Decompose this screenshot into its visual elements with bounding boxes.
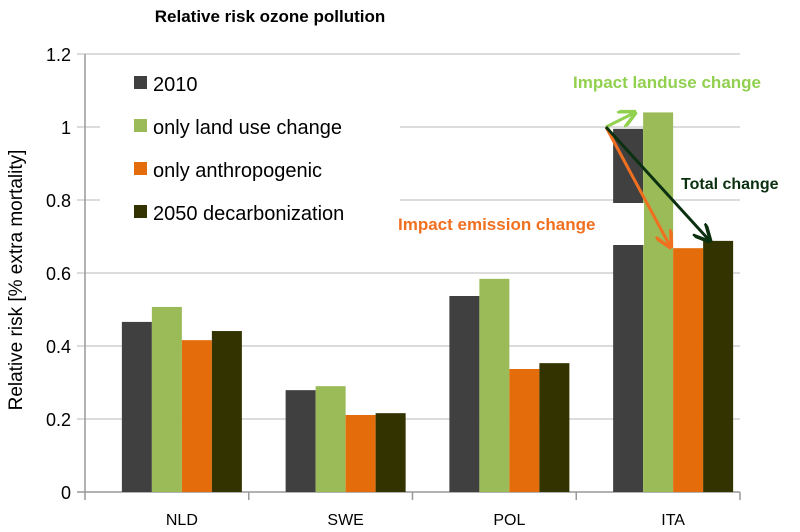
chart-title: Relative risk ozone pollution	[155, 7, 385, 26]
emission-arrow	[604, 126, 670, 246]
bar-ITA-0	[613, 128, 644, 492]
x-tick-label: SWE	[327, 512, 363, 529]
total-arrow	[604, 125, 709, 240]
y-tick-label: 0.2	[46, 410, 71, 430]
bar-NLD-3	[211, 331, 242, 492]
annotation-total: Total change	[681, 176, 779, 193]
bar-POL-2	[509, 368, 540, 492]
x-tick-label: POL	[493, 512, 525, 529]
bar-SWE-2	[345, 414, 376, 492]
bar-ITA-2	[673, 248, 704, 492]
legend-swatch	[134, 205, 147, 218]
bar-SWE-1	[315, 386, 346, 492]
legend-swatch	[134, 162, 147, 175]
legend-label: only anthropogenic	[153, 160, 322, 182]
y-axis-label: Relative risk [% extra mortality]	[6, 150, 27, 411]
legend-box	[100, 62, 400, 237]
y-tick-label: 1	[61, 118, 71, 138]
x-tick-label: ITA	[661, 512, 685, 529]
legend-label: 2050 decarbonization	[153, 203, 344, 225]
bar-NLD-1	[151, 306, 182, 492]
bar-SWE-0	[285, 390, 316, 492]
legend-label: only land use change	[153, 117, 342, 139]
x-tick-label: NLD	[166, 512, 198, 529]
landuse-arrow	[605, 113, 634, 129]
bar-POL-1	[479, 278, 510, 492]
bar-POL-3	[539, 363, 570, 492]
y-tick-label: 1.2	[46, 45, 71, 65]
bar-ITA-1	[643, 112, 674, 493]
y-tick-label: 0	[61, 483, 71, 503]
bar-NLD-2	[181, 340, 212, 492]
y-tick-label: 0.8	[46, 191, 71, 211]
legend-swatch	[134, 76, 147, 89]
bar-NLD-0	[121, 321, 152, 492]
legend-label: 2010	[153, 74, 198, 96]
bar-SWE-3	[375, 413, 406, 492]
legend-swatch	[134, 119, 147, 132]
y-tick-label: 0.4	[46, 337, 71, 357]
y-tick-label: 0.6	[46, 264, 71, 284]
bar-ITA-3	[703, 240, 734, 492]
annotation-landuse: Impact landuse change	[573, 73, 761, 92]
annotation-emission: Impact emission change	[398, 215, 595, 234]
bar-POL-0	[449, 295, 480, 492]
emission-label-box	[392, 203, 644, 245]
